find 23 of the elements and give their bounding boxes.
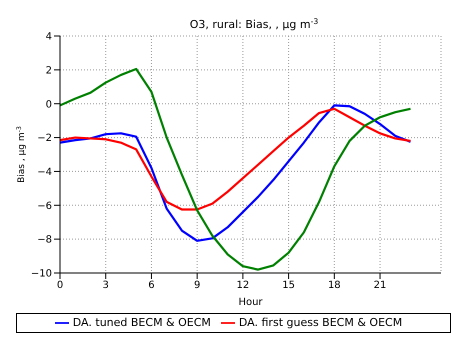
y-tick-label: −8 [37, 234, 52, 246]
x-tick-label: 3 [102, 280, 109, 292]
line-series [60, 108, 412, 211]
y-tick-label: −10 [30, 268, 52, 280]
line-series [60, 104, 412, 242]
x-tick-label: 12 [236, 280, 250, 292]
x-tick-label: 6 [148, 280, 155, 292]
x-tick-label: 18 [328, 280, 341, 292]
line-series [60, 68, 412, 271]
y-tick-label: 2 [46, 65, 52, 76]
x-tick-label: 15 [282, 280, 295, 292]
y-tick-label: −4 [37, 166, 52, 178]
y-tick-label: 4 [46, 32, 52, 43]
y-tick-label: −2 [37, 133, 52, 144]
chart-title: O3, rural: Bias, , μg m$^{-3}$ [190, 16, 318, 31]
y-tick-label: 0 [46, 99, 52, 110]
x-tick-label: 21 [374, 280, 386, 292]
legend-label: DA. first guess BECM & OECM [238, 316, 402, 330]
legend-label: DA. tuned BECM & OECM [72, 316, 211, 330]
x-axis-title: Hour [238, 297, 264, 308]
x-tick-label: 0 [56, 280, 64, 292]
x-tick-label: 9 [194, 280, 200, 292]
y-tick-label: −6 [37, 200, 52, 212]
